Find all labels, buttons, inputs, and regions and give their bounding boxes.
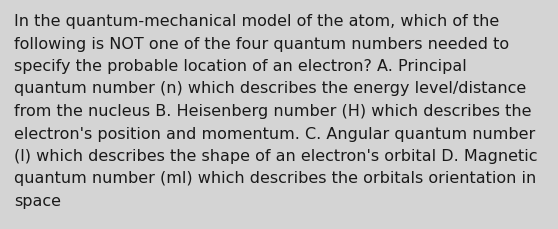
Text: (l) which describes the shape of an electron's orbital D. Magnetic: (l) which describes the shape of an elec… [14,148,537,163]
Text: specify the probable location of an electron? A. Principal: specify the probable location of an elec… [14,59,466,74]
Text: quantum number (ml) which describes the orbitals orientation in: quantum number (ml) which describes the … [14,171,536,186]
Text: quantum number (n) which describes the energy level/distance: quantum number (n) which describes the e… [14,81,526,96]
Text: from the nucleus B. Heisenberg number (H) which describes the: from the nucleus B. Heisenberg number (H… [14,104,532,118]
Text: space: space [14,193,61,208]
Text: electron's position and momentum. C. Angular quantum number: electron's position and momentum. C. Ang… [14,126,535,141]
Text: following is NOT one of the four quantum numbers needed to: following is NOT one of the four quantum… [14,36,509,51]
Text: In the quantum-mechanical model of the atom, which of the: In the quantum-mechanical model of the a… [14,14,499,29]
